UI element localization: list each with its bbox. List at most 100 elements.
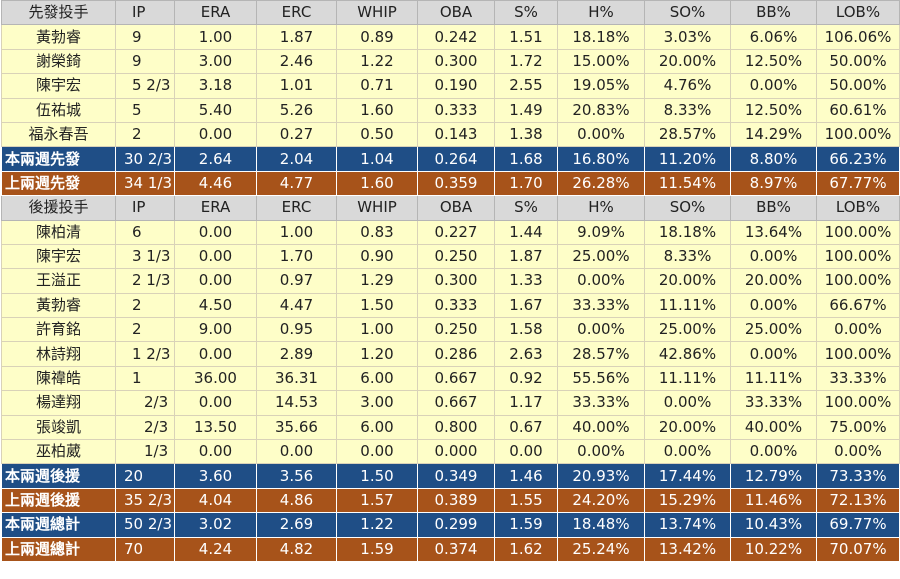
cell-whip: 1.22 [336,48,418,75]
cell-so: 8.33% [644,243,731,270]
cell-oba: 0.667 [417,365,495,392]
cell-lob: 70.07% [816,536,900,562]
cell-era: 0.00 [174,268,257,294]
cell-erc: 2.69 [256,512,337,538]
totals-this: 本兩週總計 50 2/3 3.02 2.69 1.22 0.299 1.59 18.48% 13… [1,512,900,538]
cell-h: 0.00% [557,268,645,294]
cell-bb: 0.00% [730,439,817,465]
cell-erc: 0.95 [256,317,337,343]
cell-whip: 0.00 [336,439,418,465]
cell-bb: 6.06% [730,24,817,50]
cell-so: 4.76% [644,73,731,99]
cell-ip: 2 [115,317,175,343]
cell-oba: 0.389 [417,487,495,514]
cell-s: 1.87 [494,243,558,270]
cell-erc: 2.04 [256,146,337,172]
cell-s: 0.92 [494,365,558,392]
cell-so: 11.20% [644,146,731,172]
cell-erc: 1.70 [256,243,337,270]
reliever-row: 王溢正 2 1/3 0.00 0.97 1.29 0.300 1.33 0.00% 20.00%… [1,268,900,294]
cell-so: 13.74% [644,512,731,538]
cell-s: 1.46 [494,463,558,489]
header-cell-erc: ERC [256,0,337,26]
cell-ip: 2 [115,292,175,319]
cell-erc: 4.86 [256,487,337,514]
cell-erc: 0.00 [256,439,337,465]
header-cell-ip: IP [115,195,175,221]
cell-era: 0.00 [174,219,257,245]
reliever-row: 許育銘 2 9.00 0.95 1.00 0.250 1.58 0.00% 25.00% 25.0… [1,317,900,343]
relievers-summary-last: 上兩週後援 35 2/3 4.04 4.86 1.57 0.389 1.55 24.20% 15… [1,487,900,514]
header-cell-s: S% [494,0,558,26]
cell-h: 18.48% [557,512,645,538]
cell-ip: 9 [115,48,175,75]
cell-oba: 0.299 [417,512,495,538]
header-cell-s: S% [494,195,558,221]
cell-so: 42.86% [644,341,731,367]
cell-h: 40.00% [557,414,645,441]
cell-so: 8.33% [644,97,731,123]
cell-bb: 13.64% [730,219,817,245]
cell-s: 1.68 [494,146,558,172]
reliever-row: 林詩翔 1 2/3 0.00 2.89 1.20 0.286 2.63 28.57% 42.86… [1,341,900,367]
cell-ip: 30 2/3 [115,146,175,172]
cell-lob: 100.00% [816,121,900,148]
header-cell-era: ERA [174,0,257,26]
cell-oba: 0.374 [417,536,495,562]
cell-so: 11.11% [644,292,731,319]
cell-erc: 1.00 [256,219,337,245]
reliever-row: 陳柏清 6 0.00 1.00 0.83 0.227 1.44 9.09% 18.18% 13.6… [1,219,900,245]
relievers-summary-this: 本兩週後援 20 3.60 3.56 1.50 0.349 1.46 20.93% 17.44%… [1,463,900,489]
cell-oba: 0.242 [417,24,495,50]
cell-lob: 0.00% [816,439,900,465]
cell-oba: 0.349 [417,463,495,489]
cell-ip: 5 2/3 [115,73,175,99]
cell-ip: 5 [115,97,175,123]
cell-oba: 0.359 [417,170,495,197]
header-cell-name: 後援投手 [1,195,116,221]
cell-bb: 8.80% [730,146,817,172]
cell-era: 4.24 [174,536,257,562]
cell-name: 謝榮錡 [1,48,116,75]
cell-whip: 0.50 [336,121,418,148]
cell-ip: 2 [115,121,175,148]
reliever-row: 楊達翔 2/3 0.00 14.53 3.00 0.667 1.17 33.33% 0.00% 3… [1,390,900,416]
cell-whip: 1.29 [336,268,418,294]
cell-s: 1.62 [494,536,558,562]
cell-h: 9.09% [557,219,645,245]
cell-erc: 1.01 [256,73,337,99]
cell-ip: 1/3 [115,439,175,465]
cell-whip: 0.90 [336,243,418,270]
cell-h: 24.20% [557,487,645,514]
cell-lob: 33.33% [816,365,900,392]
cell-ip: 2/3 [115,414,175,441]
cell-so: 25.00% [644,317,731,343]
cell-erc: 36.31 [256,365,337,392]
cell-bb: 0.00% [730,73,817,99]
cell-era: 4.50 [174,292,257,319]
header-cell-so: SO% [644,0,731,26]
cell-bb: 0.00% [730,341,817,367]
cell-h: 19.05% [557,73,645,99]
cell-bb: 33.33% [730,390,817,416]
cell-lob: 100.00% [816,390,900,416]
cell-lob: 100.00% [816,341,900,367]
cell-ip: 1 [115,365,175,392]
cell-erc: 5.26 [256,97,337,123]
cell-bb: 40.00% [730,414,817,441]
cell-so: 20.00% [644,48,731,75]
cell-s: 1.17 [494,390,558,416]
cell-whip: 6.00 [336,414,418,441]
cell-lob: 66.23% [816,146,900,172]
cell-era: 0.00 [174,121,257,148]
cell-oba: 0.000 [417,439,495,465]
cell-name: 黃勃睿 [1,24,116,50]
cell-name: 巫柏葳 [1,439,116,465]
cell-era: 0.00 [174,390,257,416]
cell-oba: 0.264 [417,146,495,172]
cell-bb: 0.00% [730,292,817,319]
relievers-header-row: 後援投手 IP ERA ERC WHIP OBA S% H% SO% BB% LOB% [1,195,900,221]
cell-oba: 0.190 [417,73,495,99]
cell-erc: 0.97 [256,268,337,294]
cell-s: 1.49 [494,97,558,123]
